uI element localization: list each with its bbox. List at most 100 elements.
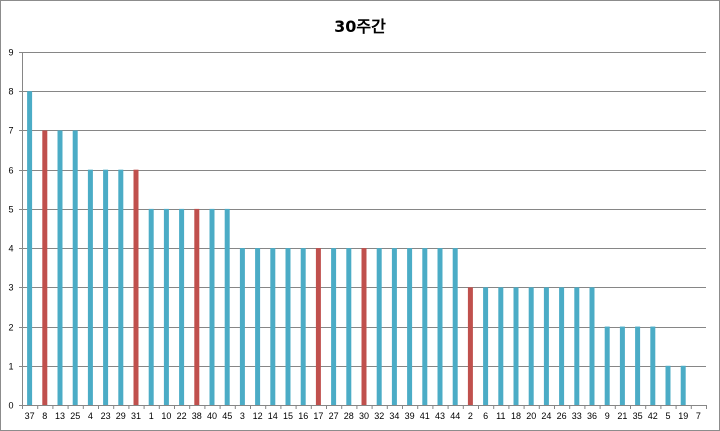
x-tick-label: 43 [435, 411, 445, 421]
bar [422, 248, 428, 405]
bar [483, 287, 489, 405]
bar [346, 248, 352, 405]
bar [650, 326, 656, 405]
x-tick-label: 22 [177, 411, 187, 421]
bar [255, 248, 261, 405]
x-tick-label: 8 [42, 411, 47, 421]
x-tick-label: 31 [131, 411, 141, 421]
bar [148, 208, 154, 405]
bar-highlighted [133, 169, 139, 405]
bar-highlighted [194, 208, 200, 405]
x-tick-label: 10 [161, 411, 171, 421]
x-tick-label: 44 [450, 411, 460, 421]
bar [528, 287, 534, 405]
y-tick-label: 2 [8, 323, 13, 333]
bar [559, 287, 565, 405]
bar [224, 208, 230, 405]
x-tick-label: 9 [605, 411, 610, 421]
bar [239, 248, 245, 405]
bar [376, 248, 382, 405]
x-tick-label: 7 [696, 411, 701, 421]
bar [574, 287, 580, 405]
bar [452, 248, 458, 405]
y-tick-label: 3 [8, 283, 13, 293]
bar [391, 248, 397, 405]
x-tick-label: 3 [240, 411, 245, 421]
x-tick-label: 11 [496, 411, 505, 421]
bar [680, 365, 686, 405]
y-tick-label: 4 [8, 244, 13, 254]
bar [300, 248, 306, 405]
x-tick-label: 26 [557, 411, 567, 421]
y-tick-label: 9 [8, 48, 13, 58]
x-tick-label: 27 [329, 411, 339, 421]
x-tick-label: 5 [665, 411, 670, 421]
y-tick-label: 8 [8, 87, 13, 97]
x-tick-label: 1 [149, 411, 154, 421]
x-tick-label: 40 [207, 411, 217, 421]
bar [635, 326, 641, 405]
x-tick-label: 25 [70, 411, 80, 421]
bar [619, 326, 625, 405]
x-tick-label: 42 [648, 411, 658, 421]
bar [163, 208, 169, 405]
bar [665, 365, 671, 405]
bar [543, 287, 549, 405]
bar [118, 169, 124, 405]
bar [604, 326, 610, 405]
x-tick-label: 23 [101, 411, 111, 421]
x-tick-label: 45 [222, 411, 232, 421]
x-tick-label: 41 [420, 411, 430, 421]
x-tick-label: 37 [25, 411, 35, 421]
y-tick-label: 5 [8, 205, 13, 215]
bar [513, 287, 519, 405]
axes [22, 52, 706, 406]
y-tick-label: 0 [8, 401, 13, 411]
y-tick-label: 6 [8, 166, 13, 176]
x-tick-label: 35 [633, 411, 643, 421]
bars [27, 91, 686, 405]
bar [285, 248, 291, 405]
bar [27, 91, 33, 405]
x-tick-label: 38 [192, 411, 202, 421]
bar-highlighted [467, 287, 473, 405]
x-tick-label: 24 [541, 411, 551, 421]
x-axis-ticks: 37 8 1 3 2 5 4 23 29 3 1 1 10 22 38 40 45 3 1 2 14 15 16 17 27 28… [22, 405, 707, 421]
x-tick-label: 32 [374, 411, 384, 421]
x-tick-label: 34 [389, 411, 399, 421]
bar [437, 248, 443, 405]
x-tick-label: 19 [678, 411, 688, 421]
bar [270, 248, 276, 405]
x-tick-label: 36 [587, 411, 597, 421]
bar-highlighted [361, 248, 367, 405]
bar [103, 169, 109, 405]
x-tick-label: 39 [405, 411, 415, 421]
bar [179, 208, 185, 405]
x-tick-label: 21 [617, 411, 627, 421]
bar [87, 169, 93, 405]
y-axis-ticks: 0 1 2 3 4 5 6 7 8 9 [8, 48, 22, 411]
bar [331, 248, 337, 405]
x-tick-label: 28 [344, 411, 354, 421]
bar [589, 287, 595, 405]
x-tick-label: 16 [298, 411, 308, 421]
bar [407, 248, 413, 405]
x-tick-label: 18 [511, 411, 521, 421]
bar [72, 130, 78, 405]
x-tick-label: 14 [268, 411, 278, 421]
chart-title: 30주간 [334, 17, 386, 36]
x-tick-label: 4 [88, 411, 93, 421]
x-tick-label: 29 [116, 411, 126, 421]
bar-highlighted [42, 130, 48, 405]
bar [57, 130, 63, 405]
x-tick-label: 6 [483, 411, 488, 421]
x-tick-label: 12 [253, 411, 263, 421]
x-tick-label: 33 [572, 411, 582, 421]
x-tick-label: 15 [283, 411, 293, 421]
x-tick-label: 30 [359, 411, 369, 421]
x-tick-label: 2 [468, 411, 473, 421]
x-tick-label: 17 [313, 411, 323, 421]
y-tick-label: 1 [8, 362, 13, 372]
